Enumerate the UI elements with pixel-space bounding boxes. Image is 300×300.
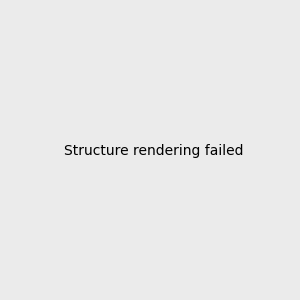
- Text: Structure rendering failed: Structure rendering failed: [64, 145, 244, 158]
